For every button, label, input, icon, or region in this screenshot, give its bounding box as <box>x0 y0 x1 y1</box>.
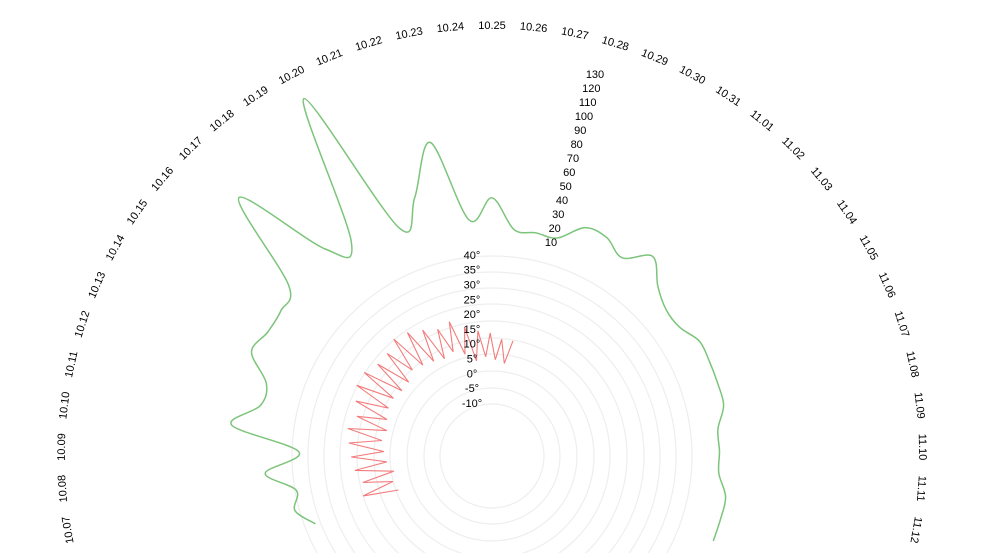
date-label: 11.09 <box>912 392 927 420</box>
grid-ring-8 <box>307 271 677 558</box>
date-label: 10.13 <box>86 270 108 300</box>
date-label: 11.08 <box>903 350 920 379</box>
date-label: 11.07 <box>892 310 912 339</box>
temperature-tick: 15° <box>464 324 481 336</box>
date-label: 10.29 <box>640 47 670 69</box>
second-axis-tick: 60 <box>563 167 575 179</box>
date-label: 10.14 <box>104 233 128 263</box>
grid-ring-7 <box>323 287 661 558</box>
date-label: 11.02 <box>779 135 806 162</box>
date-label: 10.15 <box>125 198 150 227</box>
temperature-tick: 35° <box>464 265 481 277</box>
grid-ring-5 <box>356 320 628 558</box>
date-label: 11.06 <box>876 271 898 300</box>
grid-rings <box>291 255 693 558</box>
grid-ring-9 <box>291 255 693 558</box>
second-axis-tick: 130 <box>586 69 604 81</box>
second-axis-tick: 90 <box>574 125 586 137</box>
date-label: 10.28 <box>600 34 630 53</box>
date-label: 10.11 <box>63 350 80 379</box>
date-label: 10.08 <box>56 474 70 502</box>
second-axis: 10 20 30 40 50 60 70 80 90 100 110 120 130 <box>545 69 604 249</box>
date-label: 11.11 <box>914 475 928 502</box>
date-label: 11.03 <box>808 165 834 193</box>
date-label: 11.05 <box>857 233 880 262</box>
second-axis-tick: 40 <box>556 195 568 207</box>
date-label: 10.09 <box>56 433 69 461</box>
date-label: 10.10 <box>57 391 72 420</box>
date-label: 10.12 <box>73 309 93 339</box>
temperature-tick: 10° <box>464 339 481 351</box>
date-label: 10.17 <box>177 135 205 163</box>
date-label: 10.26 <box>519 21 548 36</box>
date-label: 11.04 <box>834 198 859 227</box>
date-label: 10.30 <box>677 64 707 87</box>
second-axis-tick: 110 <box>579 97 597 109</box>
temperature-tick: 20° <box>464 309 481 321</box>
temperature-tick: 5° <box>467 354 478 366</box>
temperature-tick: 0° <box>467 368 478 380</box>
date-label: 10.31 <box>713 84 743 109</box>
date-label: 11.12 <box>907 516 923 544</box>
date-label: 11.01 <box>748 108 776 134</box>
date-label: 10.21 <box>314 47 344 69</box>
temperature-tick: 25° <box>464 294 481 306</box>
date-label: 10.19 <box>241 84 271 109</box>
date-label: 10.16 <box>149 165 176 194</box>
date-label: 10.07 <box>60 515 77 544</box>
temperature-tick: 40° <box>464 250 481 262</box>
date-label: 10.23 <box>395 25 424 42</box>
temperature-tick: -5° <box>465 383 479 395</box>
second-axis-tick: 10 <box>545 237 557 249</box>
date-label: 10.20 <box>277 64 307 87</box>
date-label: 10.22 <box>354 34 384 53</box>
grid-ring-3 <box>389 353 595 558</box>
grid-ring-4 <box>373 337 611 558</box>
grid-ring-0 <box>439 403 545 509</box>
second-axis-tick: 70 <box>567 153 579 165</box>
second-axis-tick: 30 <box>552 209 564 221</box>
green-series-line <box>230 97 727 542</box>
second-axis-tick: 120 <box>582 83 600 95</box>
grid-ring-6 <box>339 303 645 558</box>
date-label: 10.18 <box>208 108 237 135</box>
second-axis-tick: 50 <box>560 181 572 193</box>
date-label: 11.10 <box>916 434 929 461</box>
temperature-tick: -10° <box>462 398 482 410</box>
temperature-axis: -10° -5° 0° 5° 10° 15° 20° 25° 30° 35° 40° <box>462 250 482 410</box>
date-label: 10.27 <box>560 25 589 42</box>
grid-ring-1 <box>423 387 561 525</box>
second-axis-tick: 80 <box>571 139 583 151</box>
second-axis-tick: 100 <box>575 111 593 123</box>
red-series <box>347 321 514 497</box>
second-axis-tick: 20 <box>549 223 561 235</box>
red-series-line <box>347 321 514 497</box>
date-label: 10.25 <box>478 20 506 32</box>
green-series <box>230 97 727 542</box>
temperature-tick: 30° <box>464 280 481 292</box>
date-label: 10.24 <box>436 21 465 36</box>
grid-ring-2 <box>406 370 578 542</box>
date-labels: 10.0510.0610.0710.0810.0910.1010.1110.12… <box>56 20 929 558</box>
